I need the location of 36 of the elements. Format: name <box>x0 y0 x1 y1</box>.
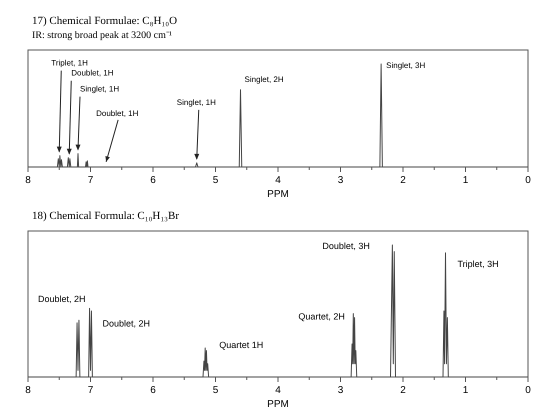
annotation: Doublet, 1H <box>96 108 139 118</box>
x-tick-label: 7 <box>88 385 94 396</box>
x-tick-label: 6 <box>150 385 156 396</box>
x-tick-label: 1 <box>462 385 469 396</box>
annotation: Doublet, 2H <box>38 294 86 304</box>
x-tick-label: 0 <box>525 385 532 396</box>
annotation: Singlet, 3H <box>386 61 426 70</box>
x-tick-label: 5 <box>212 385 219 396</box>
annotation: Singlet, 1H <box>176 98 216 107</box>
annotation: Doublet, 1H <box>71 68 114 78</box>
x-axis-title: PPM <box>267 399 289 410</box>
annotation: Singlet, 2H <box>244 74 284 84</box>
x-tick-label: 5 <box>212 175 219 186</box>
annotation: Doublet, 2H <box>102 318 150 328</box>
chart-title: 17) Chemical Formulae: C₈H₁₀O <box>32 15 178 27</box>
annotation: Quartet, 2H <box>298 312 345 322</box>
x-tick-label: 1 <box>462 175 469 186</box>
x-tick-label: 4 <box>275 175 282 186</box>
x-tick-label: 2 <box>400 385 406 396</box>
x-tick-label: 7 <box>88 175 94 186</box>
x-tick-label: 2 <box>400 175 406 186</box>
x-tick-label: 0 <box>525 175 532 186</box>
x-axis-title: PPM <box>267 189 289 200</box>
annotation: Singlet, 1H <box>80 84 120 94</box>
x-tick-label: 8 <box>25 385 32 396</box>
x-tick-label: 6 <box>150 175 156 186</box>
x-tick-label: 3 <box>338 175 344 186</box>
x-tick-label: 4 <box>275 385 282 396</box>
annotation: Quartet 1H <box>219 340 264 350</box>
annotation: Triplet, 3H <box>458 258 499 269</box>
chart-subtitle: IR: strong broad peak at 3200 cm⁻¹ <box>32 30 172 41</box>
chart-title: 18) Chemical Formula: C₁₀H₁₃Br <box>32 210 180 222</box>
annotation: Doublet, 3H <box>322 241 370 251</box>
x-tick-label: 3 <box>338 385 344 396</box>
annotation: Triplet, 1H <box>51 58 88 68</box>
x-tick-label: 8 <box>25 175 32 186</box>
